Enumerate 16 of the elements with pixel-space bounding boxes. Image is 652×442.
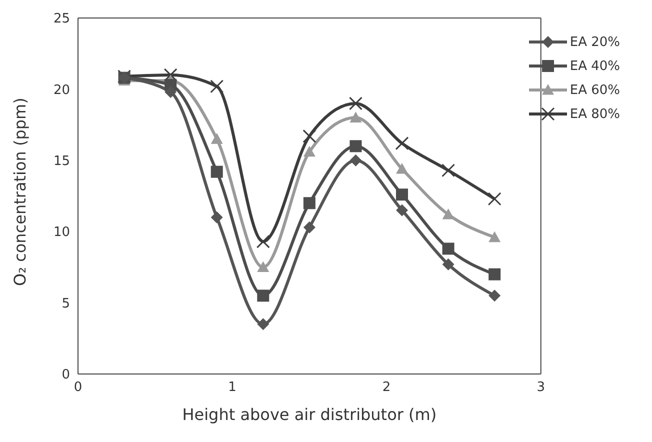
legend-label: EA 40% bbox=[570, 58, 620, 74]
legend-label: EA 80% bbox=[570, 106, 620, 122]
y-axis-title: O₂ concentration (ppm) bbox=[10, 98, 30, 286]
y-tick-label: 10 bbox=[53, 225, 70, 240]
x-tick-label: 2 bbox=[382, 380, 391, 396]
y-tick-label: 5 bbox=[62, 296, 70, 312]
x-axis-title: Height above air distributor (m) bbox=[182, 405, 437, 424]
y-tick-label: 20 bbox=[53, 82, 70, 98]
x-tick-label: 0 bbox=[74, 380, 82, 396]
legend-label: EA 20% bbox=[570, 34, 620, 50]
y-tick-label: 15 bbox=[53, 154, 70, 170]
x-tick-label: 1 bbox=[228, 380, 236, 396]
y-tick-label: 25 bbox=[53, 12, 70, 27]
x-tick-label: 3 bbox=[536, 380, 545, 396]
y-tick-label: 0 bbox=[62, 368, 70, 383]
legend-label: EA 60% bbox=[570, 82, 620, 98]
